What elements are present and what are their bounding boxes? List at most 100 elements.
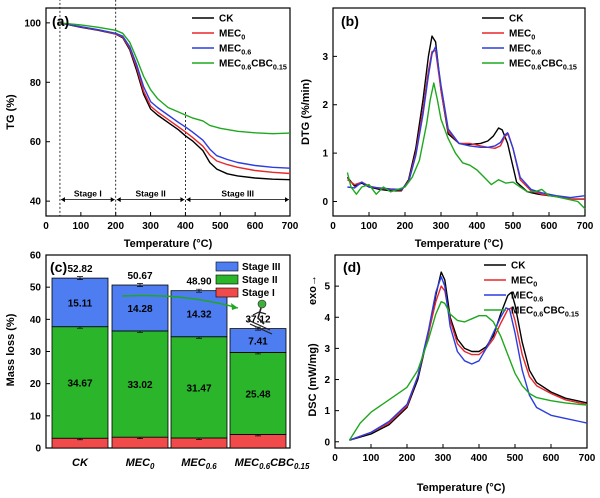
legend-label: Stage II <box>242 275 278 286</box>
legend-label: Stage I <box>242 288 275 299</box>
x-axis-title: Temperature (°C) <box>417 482 506 494</box>
category-label: MEC0 <box>126 457 155 471</box>
y-tick-label: 0 <box>322 197 328 208</box>
bar-segment <box>111 330 169 438</box>
x-axis-title: Temperature (°C) <box>124 238 213 250</box>
y-tick-label: 50 <box>30 283 42 294</box>
legend-label: CK <box>219 14 234 25</box>
legend-swatch <box>215 274 239 285</box>
x-tick-label: 0 <box>43 221 49 232</box>
stage3-value-label: 7.41 <box>248 337 268 348</box>
series-line <box>347 46 586 199</box>
total-value-label: 37.12 <box>245 315 270 326</box>
y-tick-label: 3 <box>324 344 330 355</box>
y-tick-label: 30 <box>30 347 42 358</box>
legend-label: MEC0 <box>511 276 537 289</box>
x-tick-label: 700 <box>577 221 594 232</box>
series-line <box>348 301 588 441</box>
legend-label: CK <box>509 14 524 25</box>
series-line <box>59 22 291 135</box>
x-tick-label: 500 <box>212 221 229 232</box>
y-axis-title: TG (%) <box>5 94 17 130</box>
y-tick-label: 100 <box>24 18 41 29</box>
error-bar <box>137 283 143 287</box>
y-tick-label: 60 <box>30 251 42 262</box>
legend-label: MEC0.6 <box>509 44 541 57</box>
x-tick-label: 100 <box>361 221 378 232</box>
x-tick-label: 400 <box>177 221 194 232</box>
x-tick-label: 100 <box>363 453 380 464</box>
x-tick-label: 500 <box>507 453 524 464</box>
series-line <box>59 22 291 175</box>
y-tick-label: 40 <box>30 197 42 208</box>
x-tick-label: 700 <box>282 221 299 232</box>
y-axis-title: DSC (mW/mg) <box>307 343 319 417</box>
series-line <box>347 49 585 200</box>
category-label: CK <box>72 457 89 469</box>
x-tick-label: 300 <box>433 221 450 232</box>
legend-label: MEC0.6CBC0.15 <box>511 306 579 319</box>
y-tick-label: 40 <box>30 315 42 326</box>
plot-frame <box>332 7 586 217</box>
y-tick-label: 5 <box>324 282 330 293</box>
legend-label: Stage III <box>242 262 281 273</box>
x-tick-label: 700 <box>579 453 596 464</box>
stage2-value-label: 31.47 <box>186 383 211 394</box>
exo-label: exo→ <box>307 275 319 305</box>
legend-label: MEC0.6CBC0.15 <box>509 59 577 72</box>
x-tick-label: 100 <box>73 221 90 232</box>
x-tick-label: 0 <box>330 221 336 232</box>
y-tick-label: 2 <box>324 375 330 386</box>
total-value-label: 50.67 <box>127 271 152 282</box>
stage3-value-label: 14.32 <box>186 310 211 321</box>
y-tick-label: 1 <box>322 149 328 160</box>
bar-segment <box>51 277 109 328</box>
y-tick-label: 2 <box>322 100 328 111</box>
y-tick-label: 80 <box>30 78 42 89</box>
total-value-label: 48.90 <box>186 277 211 288</box>
series-line <box>349 276 588 441</box>
plot-frame <box>45 7 291 217</box>
legend-label: MEC0.6 <box>219 44 251 57</box>
y-tick-label: 3 <box>322 52 328 63</box>
legend-label: CK <box>511 261 526 272</box>
trend-arrow <box>121 294 239 310</box>
total-value-label: 52.82 <box>67 264 92 275</box>
x-tick-label: 200 <box>399 453 416 464</box>
panel-b-dtg-chart: 0 100 200 300 400 500 600 700 0 1 2 3 CK MEC0 MEC0.6… <box>300 7 594 250</box>
legend-label: MEC0.6CBC0.15 <box>219 59 287 72</box>
legend-label: MEC0.6 <box>511 291 543 304</box>
panel-label: (d) <box>343 259 361 275</box>
x-tick-label: 0 <box>332 453 338 464</box>
bar-segment <box>170 290 228 338</box>
stage-label: Stage I <box>74 189 102 199</box>
x-tick-label: 600 <box>541 221 558 232</box>
legend-label: MEC0 <box>219 29 245 42</box>
legend-label: MEC0 <box>509 29 535 42</box>
panel-label: (a) <box>52 13 69 29</box>
category-label: MEC0.6CBC0.15 <box>235 457 310 471</box>
y-tick-label: 0 <box>35 444 41 455</box>
panel-label: (c) <box>50 259 67 275</box>
bar-segment <box>229 433 287 449</box>
panel-d-dsc-chart: 0 100 200 300 400 500 600 700 0 1 2 3 4 5 CK MEC0 MEC0… <box>307 254 596 494</box>
y-axis-title: DTG (%/min) <box>300 79 312 145</box>
error-bar <box>77 276 83 280</box>
y-axis-title: Mass loss (%) <box>5 313 17 386</box>
x-tick-label: 200 <box>107 221 124 232</box>
error-bar <box>196 288 202 293</box>
bar-segment <box>111 284 169 332</box>
x-tick-label: 300 <box>142 221 159 232</box>
y-tick-label: 4 <box>324 313 330 324</box>
panel-a-tg-chart: Stage I Stage II Stage III 0 100 200 300 400 50… <box>5 0 299 250</box>
panel-c-mass-loss-chart: 34.67 15.11 52.82 33.02 14.28 50.67 31.47 14.32… <box>5 251 310 472</box>
stage-label: Stage II <box>135 189 165 199</box>
skier-icon <box>247 299 273 335</box>
stage2-value-label: 25.48 <box>245 389 270 400</box>
y-tick-label: 0 <box>324 437 330 448</box>
series-line <box>59 22 291 169</box>
x-tick-label: 500 <box>505 221 522 232</box>
y-tick-label: 20 <box>30 379 42 390</box>
stage2-value-label: 33.02 <box>127 380 152 391</box>
